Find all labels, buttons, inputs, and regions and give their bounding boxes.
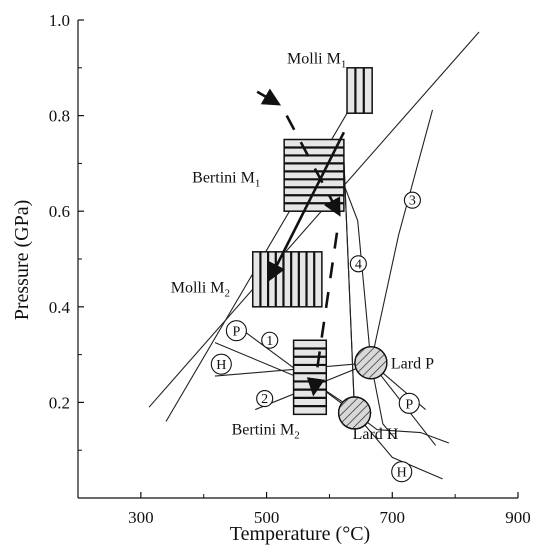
circled-label: H	[397, 466, 407, 481]
reaction-line	[370, 109, 434, 363]
circled-marker	[403, 191, 421, 209]
circled-marker	[391, 461, 413, 483]
box-label-subscript: 2	[225, 288, 231, 300]
circled-label: 4	[355, 257, 362, 272]
dashed-arrow	[285, 114, 341, 217]
circled-marker	[261, 331, 279, 349]
path-arrows	[256, 88, 346, 397]
circled-label: H	[216, 358, 226, 373]
circled-labels: P H 1 2 3 4 P H	[210, 191, 421, 483]
lard-point-label: Lard P	[391, 356, 434, 373]
box-label-subscript: 1	[341, 58, 347, 70]
y-tick-label: 0.8	[49, 107, 70, 126]
box-label-text: Molli M	[171, 280, 225, 297]
lard-point-label: Lard H	[353, 426, 399, 443]
circled-marker	[398, 392, 420, 414]
lard-point	[354, 346, 388, 380]
circled-label: P	[233, 325, 241, 340]
reaction-line	[165, 72, 372, 422]
box-label-text: Bertini M	[192, 170, 255, 187]
reaction-line	[377, 429, 450, 444]
x-tick-label: 900	[505, 508, 531, 527]
y-tick-label: 1.0	[49, 11, 70, 30]
x-tick-label: 700	[380, 508, 406, 527]
box-label: Bertini M2	[232, 421, 300, 441]
lard-point	[337, 396, 372, 430]
pt-box-fill	[251, 251, 323, 308]
lard-points: Lard P Lard H	[337, 346, 434, 443]
x-axis-ticks: 300 500 700 900	[128, 492, 531, 527]
circled-marker	[210, 353, 232, 375]
box-label: Molli M1	[287, 50, 346, 70]
y-axis-ticks: 0.2 0.4 0.6 0.8 1.0	[49, 11, 84, 451]
box-label-subscript: 2	[294, 429, 300, 441]
box-label-text: Molli M	[287, 50, 341, 67]
circled-marker	[349, 255, 367, 273]
x-tick-label: 300	[128, 508, 154, 527]
box-label-subscript: 1	[255, 178, 261, 190]
y-tick-label: 0.4	[49, 298, 71, 317]
box-label: Bertini M1	[192, 170, 260, 190]
reaction-line	[343, 159, 356, 413]
x-axis-label: Temperature (°C)	[230, 523, 370, 545]
solid-arrow	[256, 88, 282, 106]
y-axis-label: Pressure (GPa)	[11, 200, 33, 321]
pt-box-fill	[292, 339, 328, 416]
box-label-text: Bertini M	[232, 421, 295, 438]
y-tick-label: 0.2	[49, 393, 70, 412]
y-tick-label: 0.6	[49, 202, 70, 221]
pt-box	[292, 339, 328, 416]
dashed-arrow	[306, 232, 339, 397]
pt-boxes	[251, 67, 373, 416]
circled-label: P	[405, 397, 413, 412]
box-label: Molli M2	[171, 280, 230, 300]
circled-marker	[256, 390, 274, 408]
solid-arrow	[268, 131, 346, 282]
pt-box	[251, 251, 323, 308]
reaction-line	[148, 31, 480, 408]
circled-marker	[225, 320, 247, 342]
pt-box-fill	[346, 67, 373, 114]
circled-label: 3	[409, 194, 416, 209]
circled-label: 1	[266, 334, 273, 349]
circled-label: 2	[261, 392, 268, 407]
x-tick-label: 500	[254, 508, 280, 527]
pt-box	[346, 67, 373, 114]
